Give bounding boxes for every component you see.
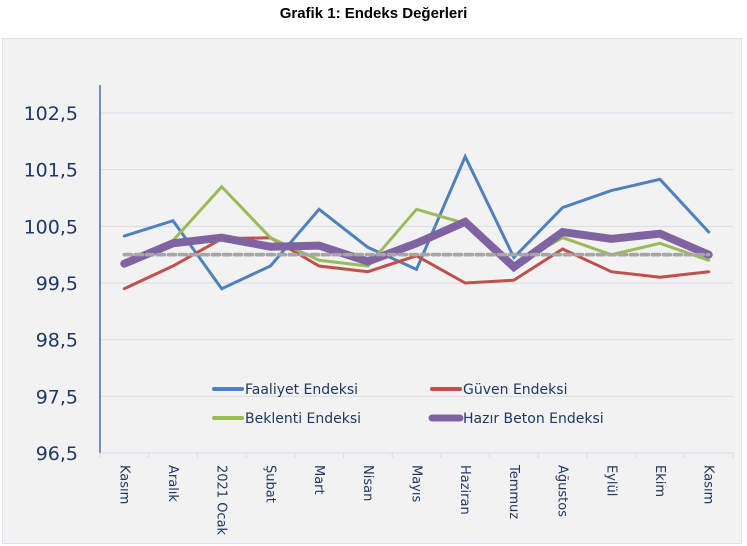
x-tick-label: Mayıs — [409, 465, 424, 502]
x-tick-label: Mart — [311, 465, 326, 495]
y-tick-label: 99,5 — [36, 273, 78, 295]
y-tick-label: 98,5 — [36, 330, 78, 352]
gridlines — [100, 112, 733, 397]
y-tick-label: 102,5 — [24, 103, 78, 125]
x-tick-label: Ağustos — [555, 465, 570, 517]
legend-label: Beklenti Endeksi — [245, 411, 361, 427]
x-tick-label: Ekim — [652, 465, 667, 497]
x-tick-label: Aralık — [165, 465, 180, 502]
x-axis: Kasım Aralık 2021 Ocak Şubat Mart Nisan Mayıs H… — [99, 85, 734, 536]
series-line-0 — [122, 152, 711, 291]
series-lines — [120, 152, 713, 291]
x-tick-label: Kasım — [701, 465, 716, 504]
x-tick-label: 2021 Ocak — [214, 465, 229, 536]
legend-label: Faaliyet Endeksi — [245, 382, 358, 398]
legend-label: Hazır Beton Endeksi — [463, 411, 604, 427]
x-tick-label: Şubat — [262, 465, 277, 503]
legend: Faaliyet Endeksi Güven Endeksi Beklenti En… — [212, 382, 604, 427]
chart-area — [2, 38, 742, 544]
x-tick-label: Temmuz — [506, 464, 521, 519]
series-line-3 — [120, 217, 713, 273]
legend-label: Güven Endeksi — [463, 382, 567, 398]
x-tick-label: Eylül — [603, 465, 618, 496]
x-tick-label: Haziran — [457, 465, 472, 515]
y-tick-label: 96,5 — [36, 443, 78, 465]
y-tick-label: 100,5 — [24, 216, 78, 238]
x-tick-label: Nisan — [360, 465, 375, 501]
y-tick-label: 97,5 — [36, 386, 78, 408]
y-tick-label: 101,5 — [24, 160, 78, 182]
chart-title: Grafik 1: Endeks Değerleri — [279, 5, 468, 22]
y-axis-ticks: 102,5 101,5 100,5 99,5 98,5 97,5 96,5 — [24, 103, 78, 465]
x-tick-label: Kasım — [116, 465, 131, 504]
